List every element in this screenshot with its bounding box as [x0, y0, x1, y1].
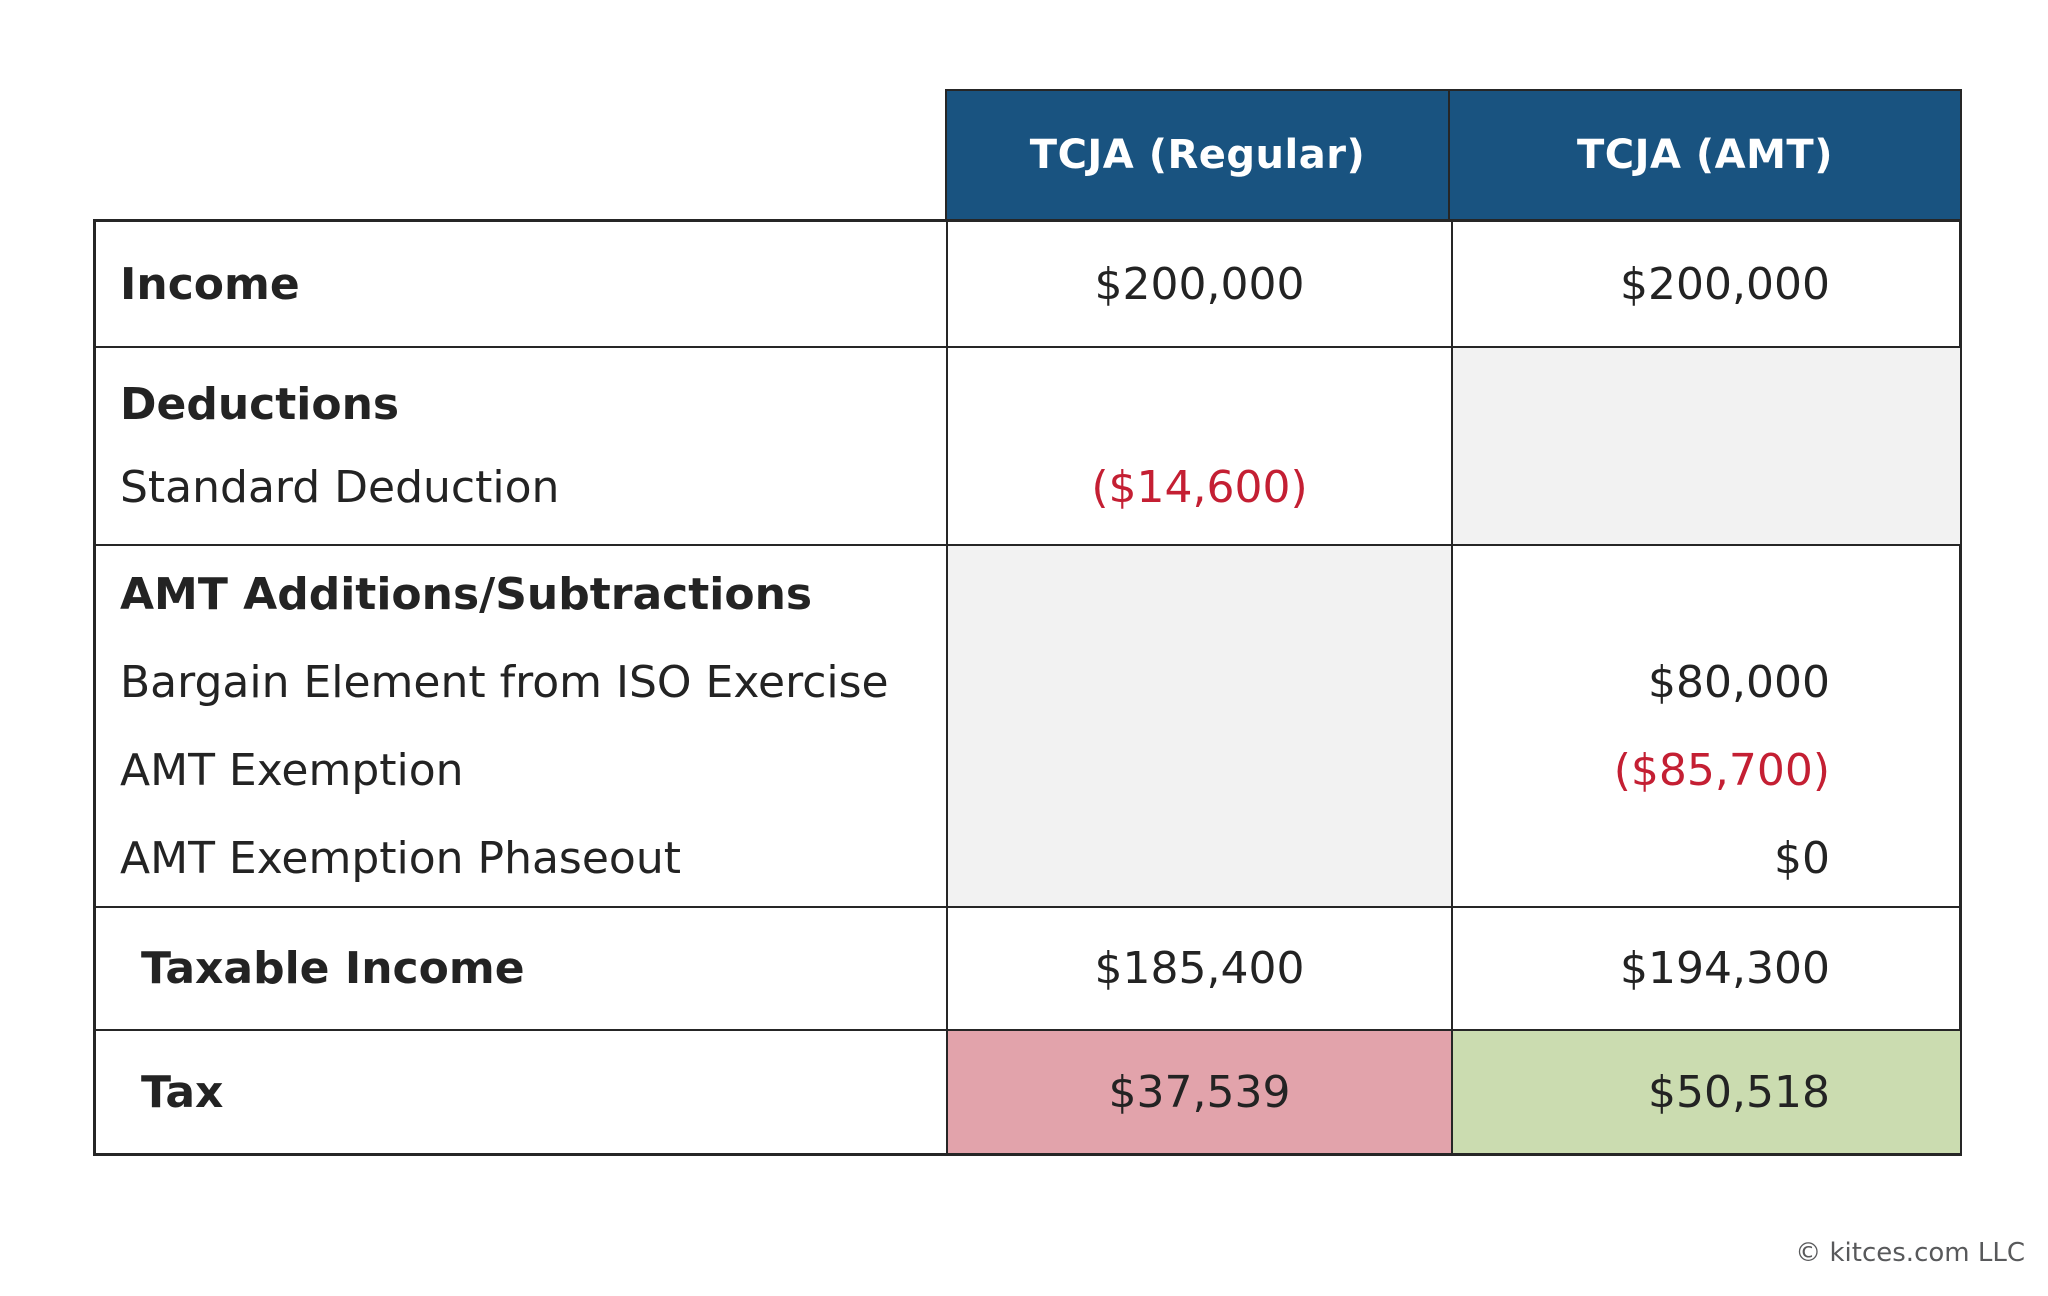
table-body: Income $200,000 $200,000 Deductions Stan… [93, 219, 1962, 1156]
taxable-income-amt-value: $194,300 [1451, 908, 1960, 1029]
tax-amt-value: $50,518 [1451, 1031, 1960, 1153]
bargain-element-label: Bargain Element from ISO Exercise [120, 656, 889, 708]
column-header-tcja-amt: TCJA (AMT) [1450, 89, 1962, 219]
standard-deduction-label: Standard Deduction [120, 462, 560, 513]
income-label: Income [120, 258, 300, 310]
deductions-labels: Deductions Standard Deduction [96, 348, 946, 544]
taxable-income-label: Taxable Income [141, 943, 525, 994]
amt-exemption-phaseout-amt-value: $0 [1774, 832, 1830, 884]
amt-exemption-phaseout-label: AMT Exemption Phaseout [120, 832, 681, 884]
header-spacer [93, 89, 945, 219]
row-taxable-income: Taxable Income $185,400 $194,300 [96, 906, 1959, 1029]
table-header-row: TCJA (Regular) TCJA (AMT) [93, 89, 1962, 219]
standard-deduction-regular-value: ($14,600) [1091, 462, 1308, 513]
row-tax: Tax $37,539 $50,518 [96, 1029, 1960, 1153]
column-header-tcja-regular: TCJA (Regular) [945, 89, 1450, 219]
tax-comparison-table: TCJA (Regular) TCJA (AMT) Income $200,00… [93, 89, 1962, 1156]
income-amt-value: $200,000 [1451, 222, 1960, 346]
deductions-amt-cell-na [1451, 348, 1960, 544]
copyright-notice: © kitces.com LLC [1795, 1238, 2025, 1268]
row-amt-adjustments: AMT Additions/Subtractions Bargain Eleme… [96, 544, 1959, 906]
amt-exemption-label: AMT Exemption [120, 744, 464, 796]
row-income: Income $200,000 $200,000 [96, 222, 1959, 346]
amt-adjustments-labels: AMT Additions/Subtractions Bargain Eleme… [96, 546, 946, 906]
tax-regular-value: $37,539 [946, 1031, 1451, 1153]
amt-adjustments-amt-values: $80,000 ($85,700) $0 [1451, 546, 1960, 906]
amt-exemption-amt-value: ($85,700) [1613, 744, 1830, 796]
amt-adjustments-regular-cell-na [946, 546, 1451, 906]
row-deductions: Deductions Standard Deduction ($14,600) [96, 346, 1960, 544]
tax-label: Tax [141, 1066, 224, 1118]
bargain-element-amt-value: $80,000 [1648, 656, 1830, 708]
income-regular-value: $200,000 [946, 222, 1451, 346]
amt-adjustments-group-label: AMT Additions/Subtractions [120, 568, 813, 620]
deductions-group-label: Deductions [120, 379, 400, 430]
taxable-income-regular-value: $185,400 [946, 908, 1451, 1029]
deductions-regular-values: ($14,600) [946, 348, 1451, 544]
